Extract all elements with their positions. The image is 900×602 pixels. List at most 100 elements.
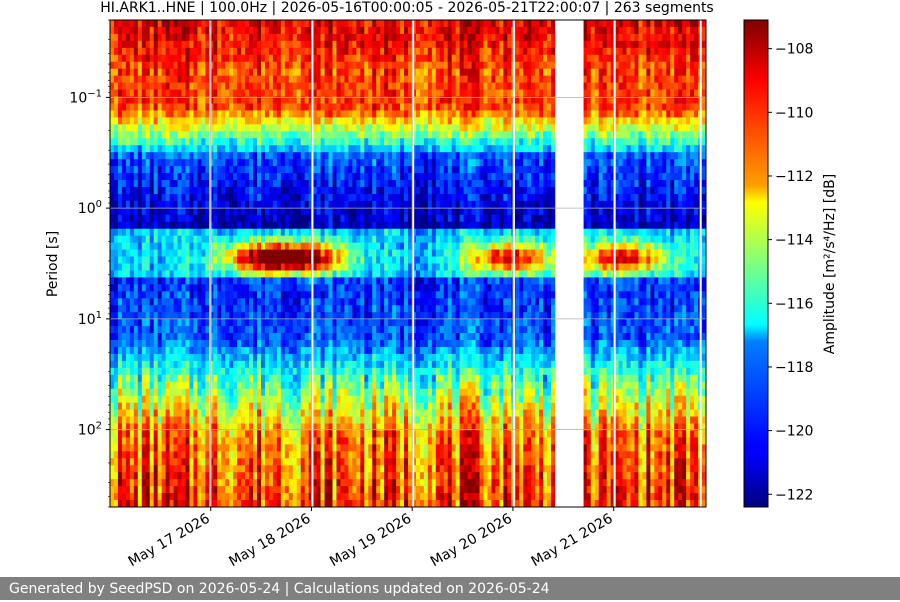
- heatmap-cell: [253, 110, 258, 118]
- heatmap-cell: [129, 486, 135, 494]
- heatmap-cell: [193, 298, 199, 306]
- heatmap-cell: [209, 451, 214, 459]
- heatmap-cell: [125, 333, 131, 341]
- heatmap-cell: [284, 186, 290, 195]
- heatmap-cell: [364, 367, 369, 376]
- heatmap-cell: [165, 479, 171, 487]
- heatmap-cell: [113, 284, 119, 292]
- heatmap-cell: [225, 381, 230, 390]
- heatmap-cell: [225, 465, 230, 473]
- heatmap-cell: [356, 409, 361, 418]
- heatmap-cell: [356, 33, 361, 42]
- heatmap-cell: [288, 180, 294, 188]
- heatmap-cell: [201, 444, 206, 452]
- heatmap-cell: [110, 444, 115, 452]
- heatmap-cell: [129, 493, 135, 501]
- heatmap-cell: [272, 458, 278, 466]
- heatmap-cell: [161, 131, 167, 139]
- heatmap-cell: [372, 437, 377, 445]
- heatmap-cell: [304, 263, 310, 272]
- heatmap-cell: [173, 159, 179, 167]
- heatmap-cell: [328, 40, 334, 49]
- heatmap-cell: [125, 68, 131, 77]
- heatmap-cell: [272, 138, 278, 146]
- heatmap-cell: [125, 145, 131, 153]
- heatmap-cell: [312, 333, 318, 341]
- heatmap-cell: [149, 340, 155, 348]
- heatmap-cell: [372, 270, 377, 279]
- heatmap-cell: [316, 256, 322, 265]
- heatmap-cell: [336, 367, 342, 376]
- heatmap-cell: [272, 298, 278, 306]
- heatmap-cell: [388, 159, 393, 167]
- heatmap-cell: [217, 89, 222, 98]
- heatmap-cell: [328, 472, 334, 480]
- heatmap-cell: [368, 40, 373, 49]
- heatmap-cell: [360, 381, 365, 390]
- heatmap-cell: [177, 159, 183, 167]
- heatmap-cell: [253, 360, 258, 369]
- heatmap-cell: [117, 96, 123, 105]
- heatmap-cell: [233, 256, 238, 265]
- heatmap-cell: [213, 235, 218, 244]
- heatmap-cell: [276, 221, 282, 230]
- heatmap-cell: [316, 388, 322, 397]
- heatmap-cell: [348, 214, 353, 223]
- heatmap-cell: [332, 207, 338, 216]
- heatmap-cell: [197, 159, 202, 167]
- heatmap-cell: [161, 20, 167, 28]
- heatmap-cell: [308, 284, 314, 292]
- heatmap-cell: [340, 277, 346, 285]
- heatmap-cell: [189, 479, 195, 487]
- heatmap-cell: [110, 110, 115, 118]
- heatmap-cell: [292, 493, 298, 501]
- heatmap-cell: [376, 89, 381, 98]
- heatmap-cell: [185, 388, 191, 397]
- heatmap-cell: [201, 374, 206, 383]
- heatmap-cell: [185, 486, 191, 494]
- heatmap-cell: [165, 423, 171, 432]
- heatmap-cell: [113, 381, 119, 390]
- heatmap-cell: [149, 20, 155, 28]
- heatmap-cell: [113, 235, 119, 244]
- heatmap-cell: [133, 256, 139, 265]
- heatmap-cell: [268, 374, 274, 383]
- heatmap-cell: [137, 249, 143, 258]
- heatmap-cell: [380, 117, 385, 125]
- heatmap-cell: [264, 263, 270, 272]
- heatmap-cell: [253, 20, 258, 28]
- heatmap-cell: [284, 256, 290, 265]
- heatmap-cell: [257, 472, 262, 480]
- heatmap-cell: [312, 152, 318, 160]
- heatmap-cell: [217, 180, 222, 188]
- heatmap-cell: [296, 409, 302, 418]
- heatmap-cell: [169, 451, 175, 459]
- heatmap-cell: [288, 228, 294, 237]
- heatmap-cell: [145, 242, 151, 251]
- heatmap-cell: [213, 291, 218, 299]
- heatmap-cell: [312, 402, 318, 411]
- heatmap-cell: [201, 152, 206, 160]
- heatmap-cell: [392, 110, 397, 118]
- heatmap-cell: [197, 451, 202, 459]
- heatmap-cell: [161, 61, 167, 70]
- heatmap-cell: [344, 493, 349, 501]
- heatmap-cell: [173, 353, 179, 362]
- heatmap-cell: [280, 68, 286, 77]
- heatmap-cell: [137, 214, 143, 223]
- heatmap-cell: [205, 256, 210, 265]
- heatmap-cell: [141, 235, 147, 244]
- heatmap-cell: [181, 96, 187, 105]
- heatmap-cell: [336, 305, 342, 313]
- heatmap-cell: [268, 277, 274, 285]
- heatmap-cell: [292, 40, 298, 49]
- heatmap-cell: [336, 430, 342, 439]
- heatmap-cell: [332, 500, 338, 507]
- heatmap-cell: [372, 374, 377, 383]
- heatmap-cell: [276, 416, 282, 425]
- heatmap-cell: [272, 61, 278, 70]
- heatmap-cell: [340, 138, 346, 146]
- heatmap-cell: [332, 346, 338, 355]
- heatmap-cell: [356, 214, 361, 223]
- heatmap-cell: [384, 131, 389, 139]
